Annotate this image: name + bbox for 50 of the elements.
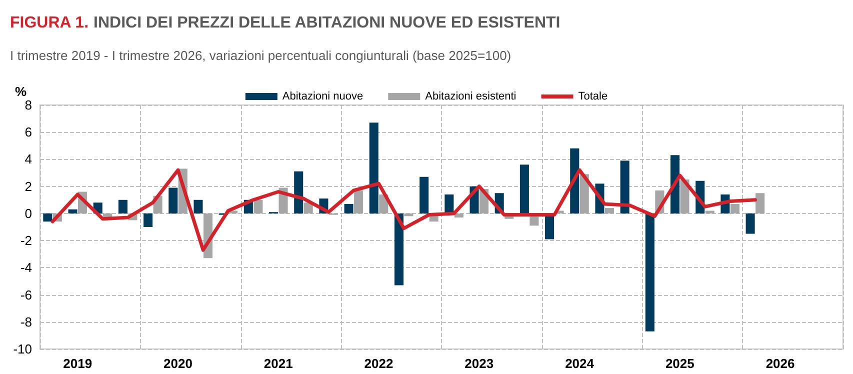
x-tick-label: 2024: [565, 356, 595, 371]
bar: [68, 209, 78, 214]
bar: [604, 208, 614, 214]
legend-label: Abitazioni nuove: [282, 90, 364, 102]
x-tick-label: 2019: [63, 356, 92, 371]
x-tick-label: 2023: [464, 356, 494, 371]
bar: [645, 213, 654, 332]
line-series: [50, 168, 757, 252]
bar: [168, 188, 178, 214]
chart-subtitle: I trimestre 2019 - I trimestre 2026, variazioni percentuali congiunturali (base 2025=100): [10, 48, 512, 63]
bar: [705, 210, 714, 214]
bar: [520, 164, 529, 214]
bar: [444, 194, 454, 214]
y-axis-title: %: [15, 84, 27, 99]
bar: [394, 213, 404, 286]
x-tick-label: 2026: [766, 356, 795, 371]
bar: [756, 193, 765, 214]
y-tick-label: 0: [24, 206, 32, 221]
bar: [294, 171, 304, 214]
bar: [194, 200, 203, 214]
x-tick-label: 2020: [164, 356, 192, 371]
bar: [43, 213, 52, 222]
bar: [369, 122, 378, 214]
bar: [404, 213, 414, 216]
bar: [354, 190, 364, 214]
y-tick-label: -8: [20, 314, 32, 330]
bar: [144, 213, 153, 227]
bar: [746, 213, 755, 234]
chart-title: FIGURA 1. INDICI DEI PREZZI DELLE ABITAZIONI NUOVE ED ESISTENTI: [10, 14, 560, 32]
bar: [730, 204, 740, 214]
bar: [344, 204, 354, 214]
y-tick-label: -10: [13, 342, 32, 356]
bar: [454, 213, 464, 218]
y-tick-label: 2: [24, 178, 32, 194]
y-tick-label: 6: [24, 124, 32, 140]
y-tick-label: -2: [20, 233, 32, 248]
x-tick-label: 2021: [264, 356, 293, 371]
bar: [420, 176, 429, 214]
bar: [118, 200, 128, 214]
x-tick-label: 2025: [665, 356, 694, 371]
legend-label: Totale: [578, 90, 608, 102]
y-tick-label: -6: [20, 287, 32, 302]
y-tick-label: 4: [24, 152, 32, 167]
y-tick-label: 8: [24, 98, 32, 112]
x-tick-label: 2022: [364, 356, 394, 371]
legend-label: Abitazioni esistenti: [425, 90, 516, 102]
bar: [620, 160, 630, 214]
bar: [254, 200, 263, 214]
bar: [304, 202, 313, 214]
y-tick-label: -4: [20, 260, 32, 276]
